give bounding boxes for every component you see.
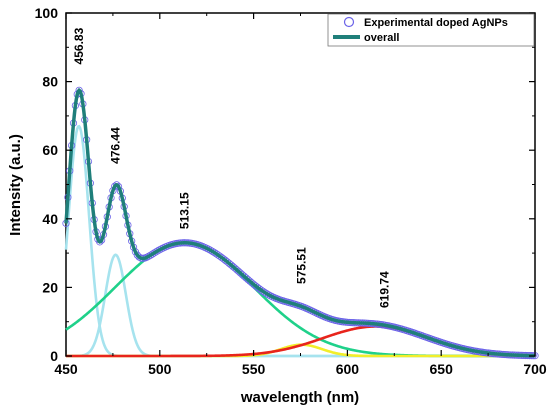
experimental-point — [96, 238, 104, 246]
x-tick-label: 500 — [148, 361, 172, 377]
x-axis-title: wavelength (nm) — [240, 389, 359, 406]
experimental-point — [216, 252, 224, 260]
experimental-point — [214, 251, 222, 259]
y-tick-label: 100 — [35, 5, 59, 21]
ticks-layer: 450 500 550 600 650 700 0 20 40 60 80 100 — [35, 5, 547, 377]
peak-labels-layer: 456.83 476.44 513.15 575.51 619.74 — [72, 27, 392, 308]
y-axis-title: Intensity (a.u.) — [7, 134, 24, 236]
plot-area — [65, 12, 536, 357]
x-tick-label: 650 — [430, 361, 454, 377]
y-tick-label: 60 — [42, 142, 58, 158]
y-tick-label: 80 — [42, 74, 58, 90]
peak-label: 513.15 — [177, 192, 191, 229]
y-tick-label: 0 — [50, 348, 58, 364]
legend-marker-experimental — [343, 16, 355, 28]
peak-label: 575.51 — [294, 247, 308, 284]
x-tick-label: 600 — [336, 361, 360, 377]
x-tick-label: 550 — [242, 361, 266, 377]
x-tick-label: 450 — [54, 361, 78, 377]
overall-layer — [64, 87, 536, 358]
legend-label-overall: overall — [364, 32, 399, 44]
x-tick-label: 700 — [523, 361, 547, 377]
legend: Experimental doped AgNPs overall — [327, 13, 535, 47]
peak-label: 476.44 — [109, 127, 123, 164]
experimental-point — [257, 286, 265, 294]
overall-curve — [64, 87, 536, 358]
peak-label: 456.83 — [72, 27, 86, 64]
y-tick-label: 40 — [42, 211, 58, 227]
peak-label: 619.74 — [377, 271, 391, 308]
experimental-point — [255, 285, 263, 293]
legend-label-experimental: Experimental doped AgNPs — [364, 17, 508, 29]
legend-box — [327, 13, 535, 47]
experimental-point — [113, 181, 121, 189]
experimental-point — [253, 283, 261, 291]
y-tick-label: 20 — [42, 279, 58, 295]
